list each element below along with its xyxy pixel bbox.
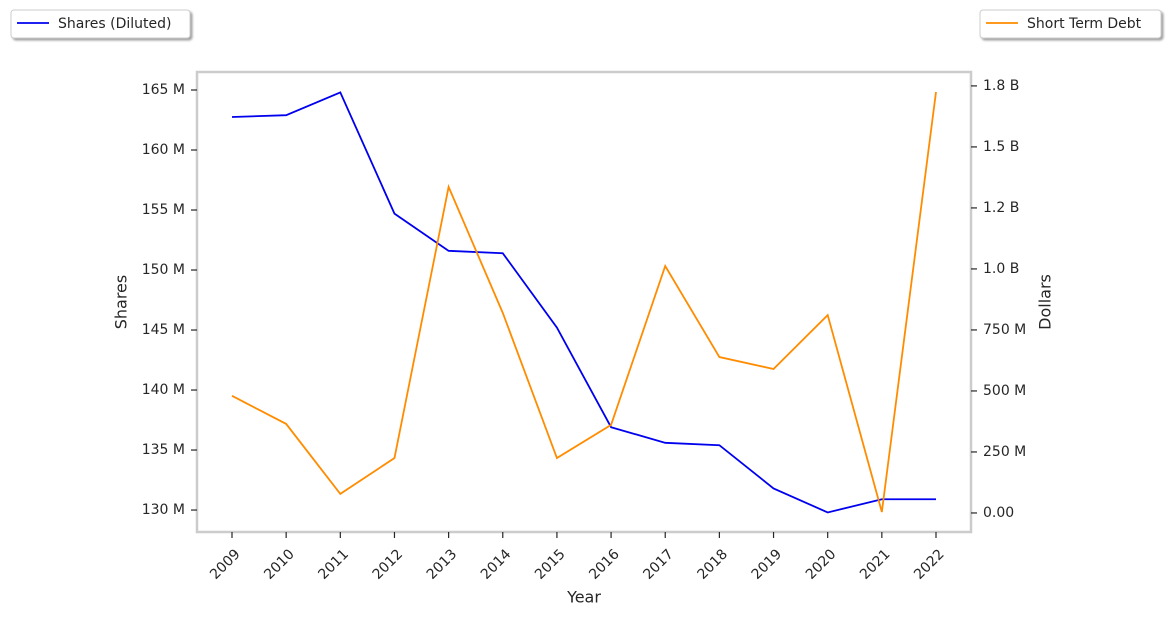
series-line (231, 91, 937, 513)
x-tick-label: 2018 (695, 546, 732, 583)
y-tick-label: 165 M (142, 82, 185, 98)
x-tick-label: 2013 (424, 546, 461, 583)
y-tick-label: 160 M (142, 142, 185, 158)
x-tick-label: 2020 (803, 546, 840, 583)
y2-tick-label: 750 M (983, 322, 1026, 338)
x-tick-label: 2012 (370, 546, 407, 583)
x-tick-label: 2010 (261, 546, 298, 583)
y-tick-label: 145 M (142, 322, 185, 338)
plot-frame (195, 70, 973, 534)
y2-tick-label: 1.5 B (983, 139, 1019, 155)
y2-tick-label: 1.8 B (983, 78, 1019, 94)
y-tick-label: 135 M (142, 442, 185, 458)
legend-label: Shares (Diluted) (58, 16, 172, 32)
series-line (231, 91, 936, 514)
y-tick-label: 130 M (142, 502, 185, 518)
x-tick-label: 2009 (207, 546, 244, 583)
x-tick-label: 2014 (478, 546, 515, 583)
x-axis-label: Year (566, 588, 601, 607)
y2-tick-label: 250 M (983, 444, 1026, 460)
x-tick-label: 2021 (857, 546, 894, 583)
x-tick-label: 2011 (315, 546, 352, 583)
legend-box (10, 9, 191, 39)
x-tick-label: 2019 (749, 546, 786, 583)
x-tick-label: 2015 (532, 546, 569, 583)
x-tick-label: 2016 (586, 546, 623, 583)
y-tick-label: 155 M (142, 202, 185, 218)
x-tick-label: 2022 (911, 546, 948, 583)
y-tick-label: 150 M (142, 262, 185, 278)
y-tick-label: 140 M (142, 382, 185, 398)
y2-tick-label: 0.00 (983, 505, 1014, 521)
y2-axis-label: Dollars (1036, 274, 1055, 330)
legend-box (979, 9, 1162, 39)
y-axis-label: Shares (112, 275, 131, 330)
y2-tick-label: 1.2 B (983, 200, 1019, 216)
y2-tick-label: 1.0 B (983, 261, 1019, 277)
legend-label: Short Term Debt (1027, 16, 1142, 32)
x-tick-label: 2017 (640, 546, 677, 583)
y2-tick-label: 500 M (983, 383, 1026, 399)
